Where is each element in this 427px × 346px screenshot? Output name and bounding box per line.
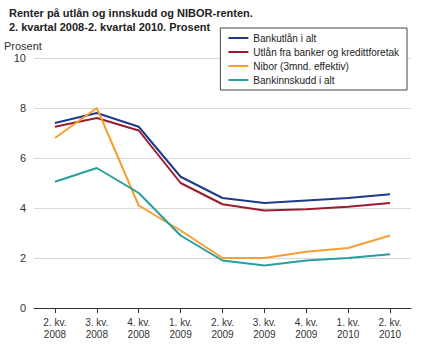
svg-text:6: 6 bbox=[20, 152, 26, 164]
svg-text:2009: 2009 bbox=[295, 329, 318, 340]
svg-text:Renter på utlån og innskudd og: Renter på utlån og innskudd og NIBOR-ren… bbox=[9, 7, 253, 19]
svg-text:4. kv.: 4. kv. bbox=[295, 317, 318, 328]
svg-text:1. kv.: 1. kv. bbox=[169, 317, 192, 328]
svg-text:Nibor (3mnd. effektiv): Nibor (3mnd. effektiv) bbox=[253, 61, 348, 72]
svg-text:10: 10 bbox=[14, 52, 26, 64]
svg-text:Bankutlån i alt: Bankutlån i alt bbox=[253, 33, 316, 44]
svg-text:2010: 2010 bbox=[379, 329, 402, 340]
svg-text:2008: 2008 bbox=[128, 329, 151, 340]
svg-text:2. kv.: 2. kv. bbox=[378, 317, 401, 328]
svg-text:2. kvartal 2008-2. kvartal 201: 2. kvartal 2008-2. kvartal 2010. Prosent bbox=[9, 21, 211, 33]
svg-text:Utlån fra banker og kredittfor: Utlån fra banker og kredittforetak bbox=[253, 47, 400, 58]
svg-text:2009: 2009 bbox=[211, 329, 234, 340]
svg-text:4: 4 bbox=[20, 202, 26, 214]
svg-text:Prosent: Prosent bbox=[4, 40, 42, 52]
svg-text:4. kv.: 4. kv. bbox=[127, 317, 150, 328]
svg-text:2009: 2009 bbox=[253, 329, 276, 340]
svg-text:2: 2 bbox=[20, 252, 26, 264]
svg-text:Bankinnskudd i alt: Bankinnskudd i alt bbox=[253, 75, 334, 86]
svg-text:3. kv.: 3. kv. bbox=[253, 317, 276, 328]
svg-text:0: 0 bbox=[20, 302, 26, 314]
svg-text:2008: 2008 bbox=[86, 329, 109, 340]
svg-text:2009: 2009 bbox=[169, 329, 192, 340]
svg-text:2010: 2010 bbox=[337, 329, 360, 340]
svg-text:1. kv.: 1. kv. bbox=[337, 317, 360, 328]
svg-text:2. kv.: 2. kv. bbox=[43, 317, 66, 328]
svg-text:2. kv.: 2. kv. bbox=[211, 317, 234, 328]
svg-text:3. kv.: 3. kv. bbox=[85, 317, 108, 328]
svg-text:2008: 2008 bbox=[44, 329, 67, 340]
svg-text:8: 8 bbox=[20, 102, 26, 114]
